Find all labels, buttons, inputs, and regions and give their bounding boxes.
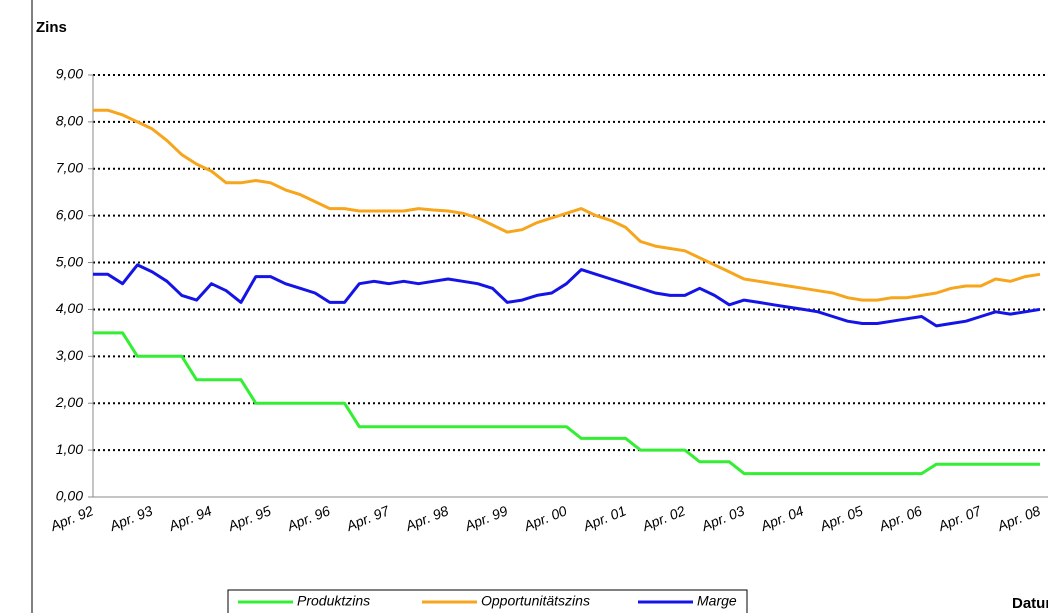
x-tick-label: Apr. 01 (580, 502, 628, 534)
legend-label: Produktzins (297, 593, 370, 609)
y-tick-label: 7,00 (56, 159, 83, 175)
y-tick-label: 8,00 (56, 113, 83, 129)
y-tick-label: 4,00 (56, 300, 83, 316)
x-tick-label: Apr. 93 (106, 502, 154, 534)
y-tick-label: 6,00 (56, 206, 83, 222)
y-tick-label: 3,00 (56, 347, 83, 363)
data-line (93, 331, 1040, 476)
data-line (93, 108, 1041, 302)
y-tick-label: 9,00 (56, 66, 83, 82)
x-tick-label: Apr. 94 (166, 502, 214, 534)
data-line (93, 263, 1041, 328)
x-tick-label: Apr. 03 (698, 502, 746, 534)
y-tick-label: 5,00 (56, 253, 83, 269)
y-tick-label: 1,00 (56, 441, 83, 457)
x-tick-label: Apr. 04 (757, 502, 805, 534)
y-tick-label: 0,00 (56, 488, 83, 504)
x-tick-label: Apr. 98 (402, 502, 450, 534)
x-tick-label: Apr. 97 (343, 502, 392, 534)
x-axis-label: Datum (1012, 595, 1048, 612)
x-tick-label: Apr. 02 (639, 502, 687, 534)
legend-label: Opportunitätszins (481, 593, 590, 609)
x-tick-label: Apr. 06 (876, 502, 924, 534)
x-tick-label: Apr. 96 (284, 502, 332, 534)
x-tick-label: Apr. 92 (47, 502, 95, 534)
x-tick-label: Apr. 95 (225, 502, 273, 534)
y-axis-label: Zins (36, 19, 67, 36)
x-tick-label: Apr. 07 (935, 502, 984, 534)
x-tick-label: Apr. 05 (817, 502, 865, 534)
x-tick-label: Apr. 00 (521, 502, 569, 534)
y-tick-label: 2,00 (55, 394, 83, 410)
legend-box (227, 589, 748, 613)
x-tick-label: Apr. 99 (462, 502, 510, 534)
legend-label: Marge (697, 593, 737, 609)
x-tick-label: Apr. 08 (994, 502, 1042, 534)
